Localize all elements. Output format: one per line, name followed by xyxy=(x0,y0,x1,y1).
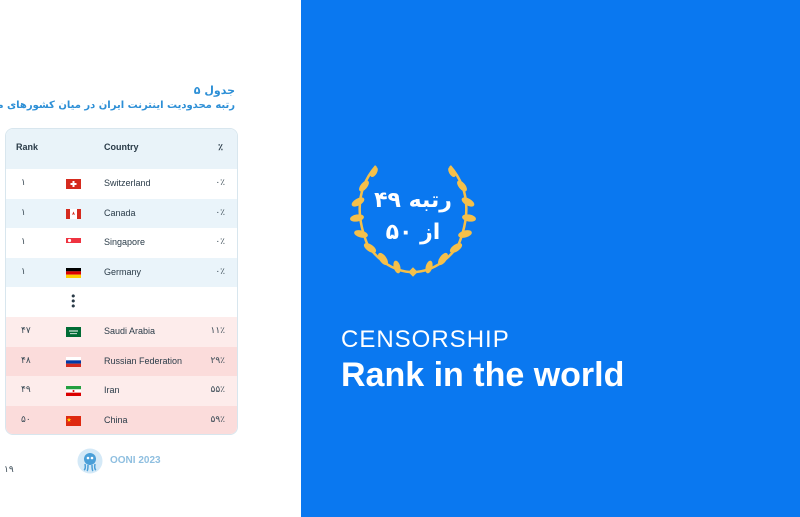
table-row: ۵۰ China ۵۹٪ xyxy=(6,405,237,434)
laurel-wreath-icon xyxy=(350,165,476,277)
row-country: Saudi Arabia xyxy=(104,325,156,336)
row-percent: ۰٪ xyxy=(215,266,225,277)
canada-flag-icon xyxy=(66,208,81,219)
singapore-flag-icon xyxy=(66,238,81,249)
table-row: ۴۸ Russian Federation ۲۹٪ xyxy=(6,346,237,377)
heading-large: Rank in the world xyxy=(341,356,625,394)
heading-small: CENSORSHIP xyxy=(341,326,510,353)
row-rank: ۱ xyxy=(21,178,26,188)
table-row: ۴۹ Iran ۵۵٪ xyxy=(6,376,237,406)
iran-flag-icon xyxy=(66,386,81,397)
table-row: ۱ Canada ۰٪ xyxy=(6,198,237,229)
table-header: Rank Country ٪ xyxy=(6,129,237,169)
page-number: ۱۹ xyxy=(4,465,14,475)
badge-rank: رتبه ۴۹ xyxy=(374,188,452,213)
row-country: Iran xyxy=(104,385,120,396)
row-rank: ۴۸ xyxy=(21,355,31,366)
right-page: رتبه ۴۹ از ۵۰ CENSORSHIP Rank in the wor… xyxy=(301,0,800,517)
ooni-logo-icon xyxy=(77,448,103,474)
badge-out-of: از ۵۰ xyxy=(385,220,441,245)
row-rank: ۱ xyxy=(21,207,26,218)
table-row-ellipsis: • • • xyxy=(6,287,237,317)
row-percent: ۵۵٪ xyxy=(210,385,225,396)
row-country: Russian Federation xyxy=(104,355,183,366)
caption-title: جدول ۵ xyxy=(193,84,235,97)
row-country: China xyxy=(104,414,128,425)
row-country: Canada xyxy=(104,207,136,218)
row-percent: ۵۹٪ xyxy=(210,414,225,425)
row-rank: ۵۰ xyxy=(21,414,31,425)
footer-logo-text: OONI 2023 xyxy=(110,455,161,466)
header-percent: ٪ xyxy=(218,142,223,152)
rank-table: Rank Country ٪ ۱ Switzerland ۰٪ ۱ Canada xyxy=(5,128,238,435)
header-rank: Rank xyxy=(16,142,39,152)
china-flag-icon xyxy=(66,415,81,426)
row-percent: ۰٪ xyxy=(215,207,225,218)
left-page: جدول ۵ رتبه محدودیت اینترنت ایران در میا… xyxy=(0,0,301,517)
row-country: Switzerland xyxy=(104,178,151,188)
saudi-arabia-flag-icon xyxy=(66,326,81,337)
header-country: Country xyxy=(104,142,139,152)
row-country: Singapore xyxy=(104,237,146,248)
row-rank: ۴۹ xyxy=(21,385,31,396)
table-row: ۱ Germany ۰٪ xyxy=(6,257,237,288)
table-row: ۴۷ Saudi Arabia ۱۱٪ xyxy=(6,316,237,347)
germany-flag-icon xyxy=(66,267,81,278)
row-percent: ۲۹٪ xyxy=(210,355,225,366)
russia-flag-icon xyxy=(66,356,81,367)
row-rank: ۱ xyxy=(21,237,26,248)
row-percent: ۰٪ xyxy=(215,237,225,248)
row-percent: ۱۱٪ xyxy=(210,325,225,336)
table-row: ۱ Switzerland ۰٪ xyxy=(6,169,237,199)
switzerland-flag-icon xyxy=(66,179,81,189)
caption-subtitle: رتبه محدودیت اینترنت ایران در میان کشوره… xyxy=(0,100,235,111)
ellipsis-icon: • • • xyxy=(70,290,77,314)
row-rank: ۴۷ xyxy=(21,325,31,336)
row-percent: ۰٪ xyxy=(215,178,225,188)
row-rank: ۱ xyxy=(21,266,26,277)
row-country: Germany xyxy=(104,266,142,277)
table-row: ۱ Singapore ۰٪ xyxy=(6,228,237,258)
table-caption: جدول ۵ رتبه محدودیت اینترنت ایران در میا… xyxy=(0,84,235,111)
